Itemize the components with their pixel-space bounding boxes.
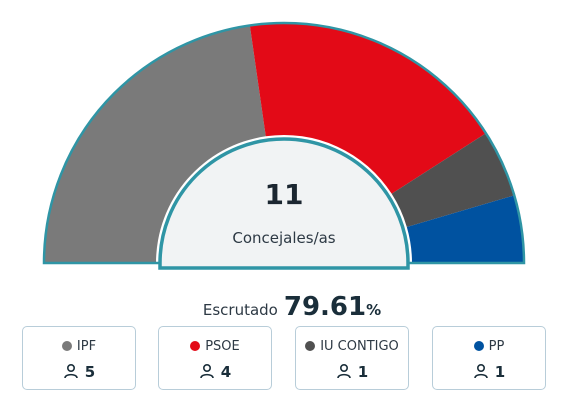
party-seats: 4	[220, 363, 232, 381]
party-color-dot	[61, 341, 72, 351]
person-icon	[473, 363, 488, 379]
center-panel	[158, 137, 410, 270]
person-icon	[63, 363, 78, 379]
party-name: IPF	[76, 339, 97, 354]
scrutiny-value: 79.61	[283, 292, 367, 322]
segment-psoe	[249, 22, 486, 194]
party-card-psoe[interactable]: PSOE 4	[158, 326, 272, 390]
total-seats-label: Concejales/as	[232, 229, 336, 247]
party-name: IU CONTIGO	[320, 339, 399, 354]
party-seats: 1	[357, 363, 369, 381]
hemicycle-segments	[44, 22, 524, 263]
party-name: PSOE	[205, 339, 240, 354]
party-color-dot	[305, 341, 316, 351]
party-card-pp[interactable]: PP 1	[432, 326, 546, 390]
party-name: PP	[488, 339, 505, 354]
party-seats: 5	[84, 363, 96, 381]
scrutiny-row: Escrutado 79.61%	[0, 292, 584, 322]
segment-ipf	[44, 25, 266, 263]
hemicycle-chart	[42, 21, 526, 270]
party-card-ipf[interactable]: IPF 5	[22, 326, 136, 390]
person-icon	[199, 363, 214, 379]
segment-pp	[406, 195, 524, 263]
person-icon	[336, 363, 351, 379]
party-color-dot	[473, 341, 484, 351]
scrutiny-label: Escrutado	[202, 301, 278, 319]
outer-border	[42, 21, 526, 265]
party-color-dot	[190, 341, 201, 351]
scrutiny-unit: %	[366, 301, 382, 319]
party-card-iu-contigo[interactable]: IU CONTIGO 1	[295, 326, 409, 390]
total-seats: 11	[264, 178, 304, 211]
party-seats: 1	[494, 363, 506, 381]
segment-iu-contigo	[391, 133, 515, 227]
party-legend: IPF 5 PSOE 4 IU CONTIGO 1 PP 1	[0, 326, 584, 394]
